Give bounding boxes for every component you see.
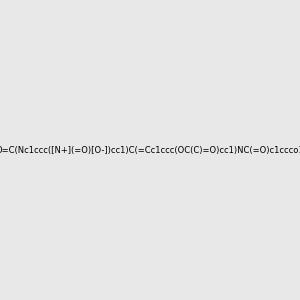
Text: O=C(Nc1ccc([N+](=O)[O-])cc1)C(=Cc1ccc(OC(C)=O)cc1)NC(=O)c1ccco1: O=C(Nc1ccc([N+](=O)[O-])cc1)C(=Cc1ccc(OC… bbox=[0, 146, 300, 154]
